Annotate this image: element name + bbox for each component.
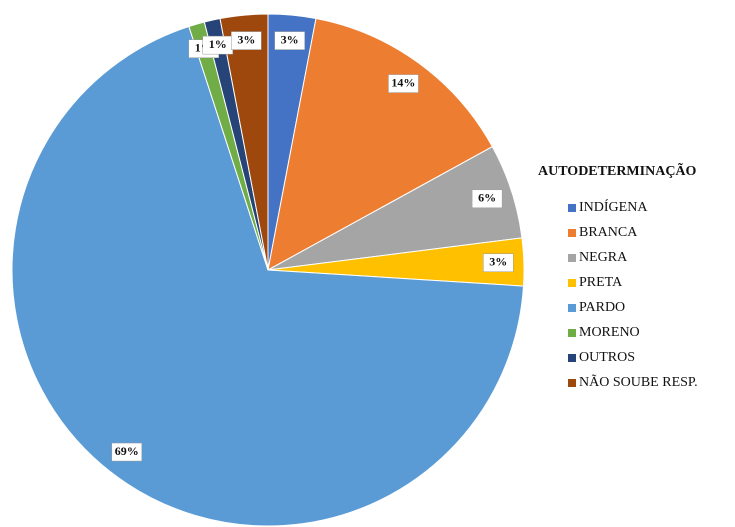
label-box [274, 31, 305, 50]
legend-swatch [568, 279, 576, 287]
legend-swatch [568, 229, 576, 237]
label-box [483, 253, 514, 273]
data-label: 6% [478, 191, 496, 205]
legend-label: BRANCA [579, 225, 638, 240]
data-label: 3% [237, 32, 255, 46]
label-box [471, 189, 503, 209]
data-label: 3% [281, 32, 299, 46]
legend-label: NÃO SOUBE RESP. [579, 374, 698, 390]
legend-title: AUTODETERMINAÇÃO [538, 161, 697, 179]
data-label: 1% [209, 37, 227, 51]
data-label: 3% [489, 255, 507, 269]
pie-slice [11, 25, 525, 527]
legend-swatch [568, 379, 576, 387]
legend-swatch [568, 304, 576, 312]
legend-swatch [568, 354, 576, 362]
data-label: 14% [391, 75, 415, 89]
legend-label: OUTROS [579, 350, 635, 365]
legend-label: NEGRA [579, 250, 628, 265]
legend-swatch [568, 254, 576, 262]
legend-label: MORENO [579, 325, 640, 340]
pie-slice [219, 13, 269, 271]
label-box [231, 31, 262, 50]
pie-slice [267, 17, 494, 271]
data-label: 69% [115, 444, 139, 458]
legend-swatch [568, 204, 576, 212]
legend-label: PRETA [579, 275, 623, 290]
legend-label: PARDO [579, 300, 625, 315]
legend-swatch [568, 329, 576, 337]
label-box [111, 442, 143, 462]
label-box [388, 74, 419, 93]
legend-label: INDÍGENA [579, 198, 648, 215]
